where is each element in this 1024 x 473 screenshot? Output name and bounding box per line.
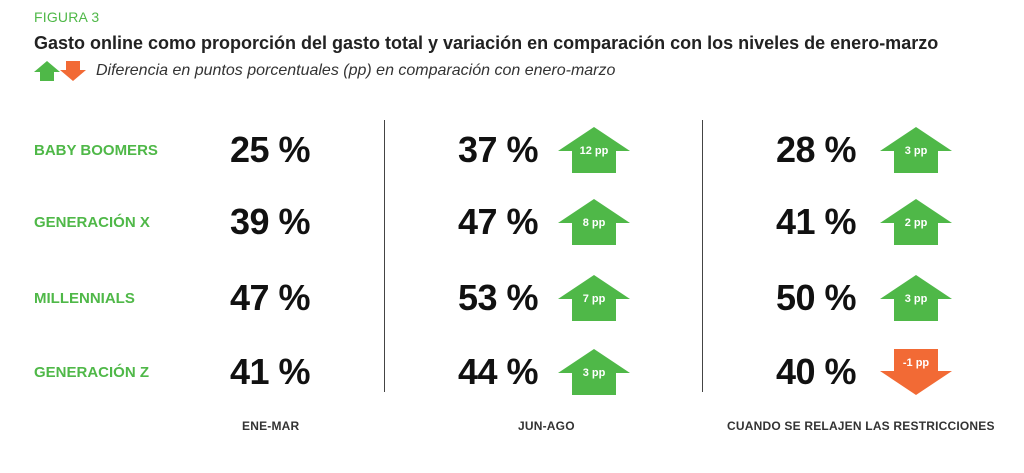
figure-label: FIGURA 3 — [34, 9, 100, 25]
arrow-up-shape — [558, 349, 630, 395]
change-label: -1 pp — [902, 357, 930, 369]
legend-arrows-icon — [34, 60, 86, 82]
change-label: 8 pp — [582, 217, 606, 229]
arrow-down-icon — [880, 349, 952, 395]
value-cell: 41 % — [776, 201, 857, 242]
value-cell: 47 % — [458, 201, 539, 242]
arrow-up-shape — [880, 199, 952, 245]
change-badge-up: 3 pp — [880, 275, 952, 321]
arrow-up-icon — [558, 199, 630, 245]
row-label: MILLENNIALS — [34, 290, 135, 307]
legend-up-arrow-icon — [34, 61, 60, 81]
change-badge-down: -1 pp — [880, 349, 952, 395]
value-cell: 44 % — [458, 351, 539, 392]
change-badge-up: 12 pp — [558, 127, 630, 173]
change-badge-up: 3 pp — [880, 127, 952, 173]
arrow-up-shape — [558, 199, 630, 245]
column-label: CUANDO SE RELAJEN LAS RESTRICCIONES — [727, 419, 995, 433]
change-label: 3 pp — [582, 367, 606, 379]
value-cell: 39 % — [230, 201, 311, 242]
arrow-up-icon — [558, 127, 630, 173]
value-cell: 28 % — [776, 129, 857, 170]
value-cell: 40 % — [776, 351, 857, 392]
arrow-up-shape — [880, 275, 952, 321]
value-cell: 50 % — [776, 277, 857, 318]
chart-title: Gasto online como proporción del gasto t… — [34, 33, 939, 53]
arrow-up-shape — [880, 127, 952, 173]
arrow-up-icon — [558, 275, 630, 321]
arrow-up-icon — [880, 127, 952, 173]
arrow-down-shape — [880, 349, 952, 395]
change-badge-up: 2 pp — [880, 199, 952, 245]
legend-down-arrow-icon — [60, 61, 86, 81]
change-badge-up: 8 pp — [558, 199, 630, 245]
change-label: 2 pp — [904, 217, 928, 229]
value-cell: 37 % — [458, 129, 539, 170]
arrow-up-icon — [558, 349, 630, 395]
arrow-up-icon — [880, 199, 952, 245]
column-divider — [702, 120, 703, 392]
value-cell: 47 % — [230, 277, 311, 318]
value-cell: 41 % — [230, 351, 311, 392]
change-label: 3 pp — [904, 293, 928, 305]
change-label: 7 pp — [582, 293, 606, 305]
column-label: ENE-MAR — [242, 419, 300, 433]
legend: Diferencia en puntos porcentuales (pp) e… — [34, 60, 615, 82]
arrow-up-icon — [880, 275, 952, 321]
value-cell: 53 % — [458, 277, 539, 318]
change-label: 3 pp — [904, 145, 928, 157]
value-cell: 25 % — [230, 129, 311, 170]
change-badge-up: 7 pp — [558, 275, 630, 321]
arrow-up-shape — [558, 127, 630, 173]
change-badge-up: 3 pp — [558, 349, 630, 395]
arrow-up-shape — [558, 275, 630, 321]
legend-text: Diferencia en puntos porcentuales (pp) e… — [96, 62, 616, 79]
row-label: GENERACIÓN Z — [34, 364, 150, 381]
row-label: BABY BOOMERS — [34, 142, 158, 159]
column-label: JUN-AGO — [518, 419, 575, 433]
column-divider — [384, 120, 385, 392]
change-label: 12 pp — [579, 145, 609, 157]
row-label: GENERACIÓN X — [34, 214, 150, 231]
